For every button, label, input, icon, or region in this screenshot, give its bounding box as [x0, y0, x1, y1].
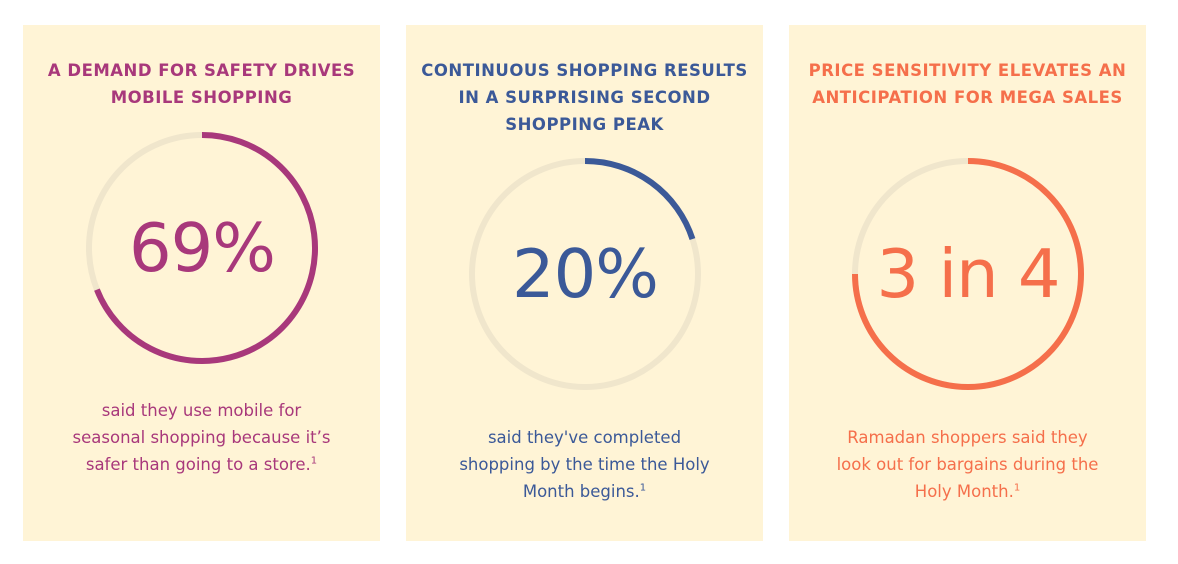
card-title: A DEMAND FOR SAFETY DRIVES MOBILE SHOPPI… [47, 61, 356, 107]
footnote-marker: 1 [1013, 482, 1021, 494]
stat-value: 3 in 4 [876, 235, 1061, 313]
stat-card-mega-sales: PRICE SENSITIVITY ELEVATES AN ANTICIPATI… [789, 25, 1146, 541]
stat-card-safety: A DEMAND FOR SAFETY DRIVES MOBILE SHOPPI… [23, 25, 380, 541]
stat-card-shopping-peak: CONTINUOUS SHOPPING RESULTS IN A SURPRIS… [406, 25, 763, 541]
description-text: Ramadan shoppers said they look out for … [836, 428, 1099, 501]
ring-graphic [469, 158, 701, 390]
ring-graphic [86, 132, 318, 364]
progress-ring: 20% [468, 157, 702, 391]
card-title: PRICE SENSITIVITY ELEVATES AN ANTICIPATI… [808, 61, 1127, 107]
footnote-marker: 1 [310, 455, 318, 467]
footnote-marker: 1 [639, 482, 647, 494]
ring-progress-arc [584, 158, 696, 241]
progress-ring: 69% [85, 131, 319, 365]
stat-description: said they use mobile for seasonal shoppi… [67, 397, 336, 478]
progress-ring: 3 in 4 [851, 157, 1085, 391]
stat-description: Ramadan shoppers said they look out for … [833, 424, 1102, 505]
stat-value: 20% [512, 235, 659, 313]
description-text: said they use mobile for seasonal shoppi… [72, 401, 331, 474]
description-text: said they've completed shopping by the t… [459, 428, 710, 501]
ring-graphic [852, 158, 1084, 390]
stat-description: said they've completed shopping by the t… [450, 424, 719, 505]
ring-progress-arc [852, 158, 1084, 390]
ring-progress-arc [94, 132, 318, 364]
card-title: CONTINUOUS SHOPPING RESULTS IN A SURPRIS… [421, 61, 748, 134]
stat-value: 69% [129, 209, 276, 287]
